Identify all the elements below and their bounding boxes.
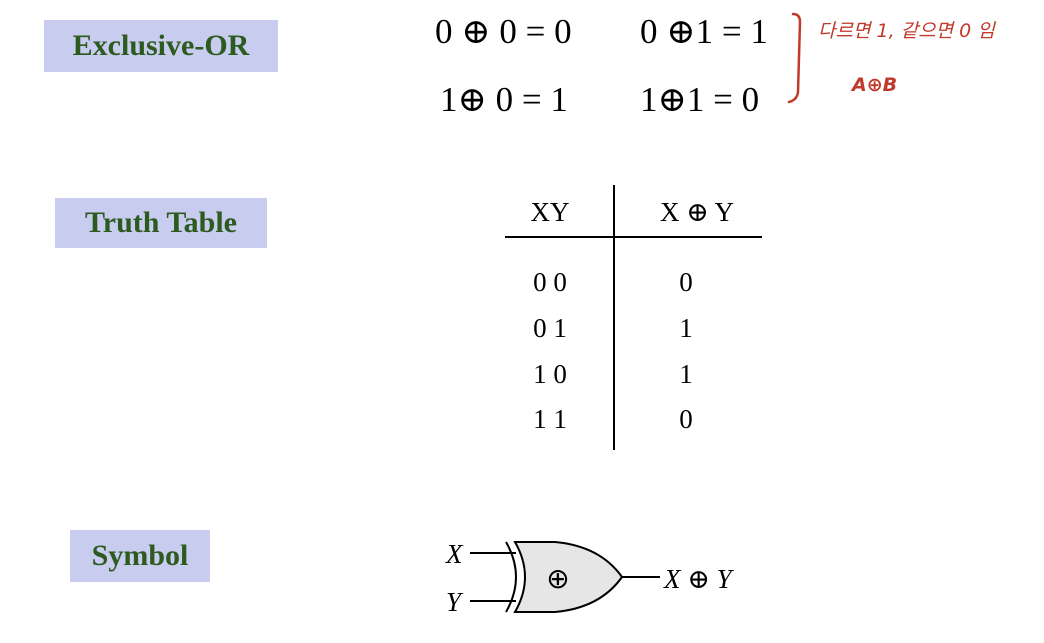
truth-table-row-output: 1 — [679, 313, 693, 343]
truth-table-row-inputs: 1 0 — [533, 359, 567, 389]
symbol-label: Symbol — [70, 530, 210, 582]
exclusive-or-label: Exclusive-OR — [44, 20, 278, 72]
equation-0-xor-1: 0 ⊕1 = 1 — [640, 12, 768, 51]
truth-table-row-output: 1 — [679, 359, 693, 389]
gate-input-x: X — [445, 539, 464, 569]
truth-table-label: Truth Table — [55, 198, 267, 248]
gate-input-y: Y — [446, 587, 464, 617]
truth-table-header-inputs: XY — [530, 197, 570, 227]
xor-gate-symbol — [470, 541, 660, 613]
truth-table-row-inputs: 0 1 — [533, 313, 567, 343]
truth-table-row-output: 0 — [679, 267, 693, 297]
gate-output-label: X ⊕ Y — [663, 564, 735, 594]
annotation-bracket — [787, 12, 802, 104]
gate-xor-symbol: ⊕ — [546, 562, 569, 595]
annotation-a-xor-b: A⊕B — [852, 74, 898, 96]
equation-1-xor-1: 1⊕1 = 0 — [640, 80, 760, 119]
annotation-note: 다르면 1, 같으면 0 임 — [818, 20, 995, 42]
truth-table-row-inputs: 0 0 — [533, 267, 567, 297]
equation-1-xor-0: 1⊕ 0 = 1 — [440, 80, 568, 119]
equation-0-xor-0: 0 ⊕ 0 = 0 — [435, 12, 572, 51]
truth-table-header-output: X ⊕ Y — [659, 197, 735, 227]
truth-table-row-inputs: 1 1 — [533, 404, 567, 434]
truth-table-row-output: 0 — [679, 404, 693, 434]
